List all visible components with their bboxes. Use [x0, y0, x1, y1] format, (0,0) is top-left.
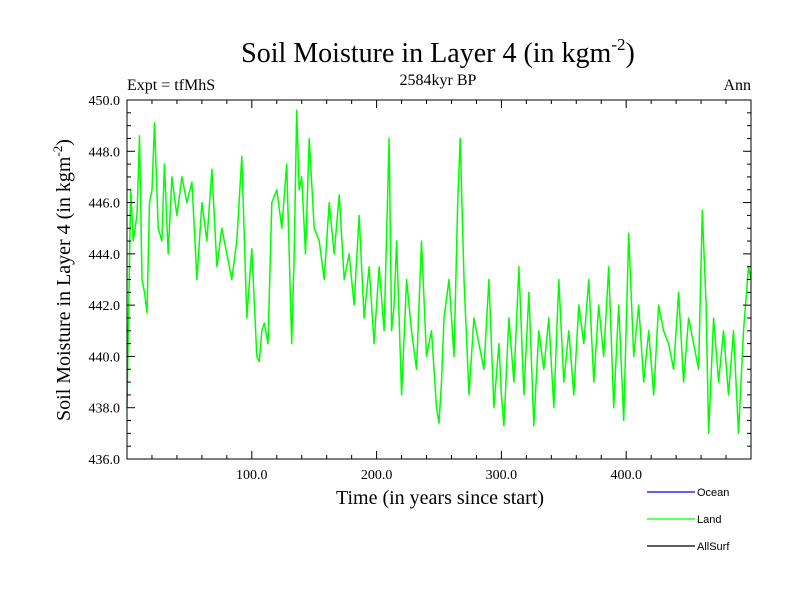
y-tick-label: 438.0 [89, 402, 121, 417]
y-tick-label: 442.0 [89, 299, 121, 314]
y-axis-label: Soil Moisture in Layer 4 (in kgm-2) [50, 139, 75, 421]
legend: Ocean Land AllSurf [647, 487, 730, 553]
y-tick-label: 446.0 [89, 197, 121, 212]
y-tick-label: 436.0 [89, 453, 121, 468]
y-tick-label: 440.0 [89, 350, 121, 365]
y-axis-ticks: 436.0 438.0 440.0 442.0 444.0 446.0 448.0 450.0 [89, 94, 751, 468]
experiment-label: Expt = tfMhS [127, 77, 215, 94]
plot-frame [126, 99, 752, 460]
x-axis-ticks: 100.0 200.0 300.0 400.0 [236, 100, 642, 483]
x-tick-label: 400.0 [610, 468, 642, 483]
legend-label-land: Land [697, 514, 721, 526]
legend-label-allsurf: AllSurf [697, 541, 730, 553]
x-axis-label: Time (in years since start) [336, 487, 544, 509]
season-label: Ann [723, 77, 751, 94]
y-tick-label: 444.0 [89, 248, 121, 263]
legend-label-ocean: Ocean [697, 487, 729, 499]
x-tick-label: 100.0 [236, 468, 268, 483]
period-label: 2584kyr BP [400, 72, 477, 89]
y-tick-label: 448.0 [89, 145, 121, 160]
plot-series [126, 109, 752, 435]
y-tick-label: 450.0 [89, 94, 121, 109]
axes [126, 99, 752, 460]
x-tick-label: 200.0 [361, 468, 393, 483]
chart-title: Soil Moisture in Layer 4 (in kgm-2) [241, 35, 635, 69]
series-line-land [126, 109, 752, 435]
x-tick-label: 300.0 [486, 468, 518, 483]
